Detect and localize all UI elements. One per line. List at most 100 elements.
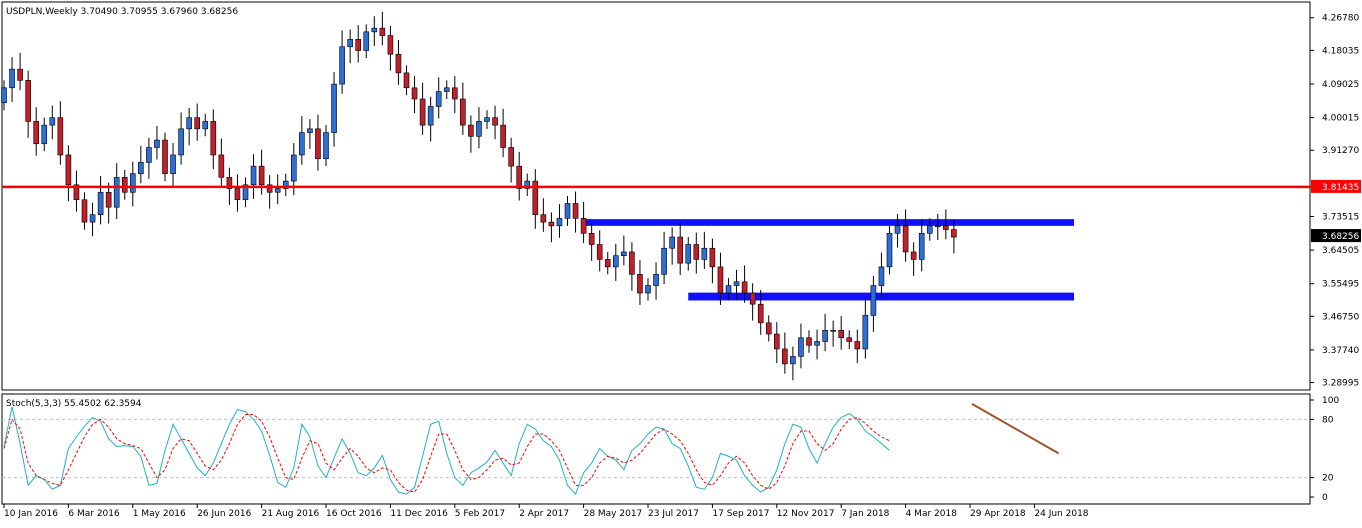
resistance-price-tag	[1311, 179, 1361, 193]
stoch-signal-line	[3, 414, 890, 493]
candle-bull	[443, 87, 450, 92]
candle-bear	[451, 87, 458, 100]
candle-bull	[307, 128, 313, 133]
stoch-pane[interactable]	[2, 403, 1310, 496]
candle-bull	[138, 162, 144, 174]
price-axis-label: 3.46750	[1322, 312, 1359, 322]
candle-bull	[564, 203, 571, 219]
stoch-axis-label: 20	[1322, 474, 1334, 484]
price-axis-label: 4.18035	[1322, 46, 1359, 56]
candle-bull	[870, 285, 877, 316]
time-axis-label: 23 Jul 2017	[648, 509, 699, 519]
candle-bull	[347, 39, 353, 48]
candle-bull	[146, 147, 152, 163]
stoch-main-line	[3, 406, 890, 496]
support-resistance-zone-1	[583, 219, 1074, 226]
price-axis-label: 3.73515	[1322, 212, 1359, 222]
candle-bear	[572, 203, 579, 219]
candle-bear	[57, 117, 64, 156]
candle-bull	[1, 87, 7, 104]
candle-bull	[170, 154, 176, 174]
candle-bear	[943, 225, 949, 230]
candle-bull	[524, 180, 531, 189]
candle-bear	[25, 80, 31, 122]
candle-bear	[637, 274, 643, 294]
time-axis-label: 24 Jun 2018	[1034, 509, 1088, 519]
candle-bear	[838, 330, 845, 339]
time-axis-label: 2 Apr 2017	[519, 509, 569, 519]
candle-bear	[548, 221, 555, 227]
candle-bull	[918, 233, 925, 260]
candle-bear	[419, 98, 426, 126]
stoch-axis-label: 80	[1322, 415, 1334, 425]
candle-bear	[516, 165, 523, 189]
candle-bear	[194, 117, 200, 130]
candle-bear	[902, 225, 909, 253]
candle-bull	[685, 244, 692, 264]
time-axis-label: 11 Dec 2016	[390, 509, 448, 519]
candle-bear	[315, 128, 321, 159]
candle-bear	[121, 177, 128, 193]
stoch-axis-label: 100	[1322, 396, 1339, 406]
time-axis-label: 4 Mar 2018	[906, 509, 958, 519]
candle-bear	[210, 121, 217, 156]
stoch-axis-label: 0	[1322, 493, 1328, 503]
candle-bull	[862, 315, 869, 350]
candle-bull	[97, 191, 104, 215]
candle-bull	[130, 173, 136, 193]
candle-bear	[709, 247, 716, 268]
time-axis-label: 16 Oct 2016	[326, 509, 382, 519]
candle-bull	[653, 274, 659, 286]
price-axis-label: 3.28995	[1322, 379, 1359, 389]
time-axis-label: 21 Aug 2016	[262, 509, 320, 519]
candle-bull	[154, 139, 160, 148]
candle-bull	[886, 233, 893, 268]
candle-bear	[492, 117, 498, 126]
candle-bull	[363, 31, 370, 51]
candle-bull	[282, 180, 289, 189]
candle-bear	[500, 124, 506, 148]
candle-bull	[926, 225, 933, 234]
candle-bull	[427, 106, 434, 126]
time-axis-label: 17 Sep 2017	[712, 509, 769, 519]
axes: 4.26780 4.18035 4.09025 4.00015 3.91270 3.735…	[3, 14, 1361, 519]
candle-bull	[299, 132, 305, 156]
price-pane[interactable]	[1, 11, 1311, 381]
resistance-price-label: 3.81435	[1322, 183, 1359, 193]
candle-bull	[41, 124, 48, 145]
price-axis-label: 4.26780	[1322, 14, 1359, 24]
candle-bear	[468, 124, 474, 137]
candle-bear	[33, 121, 40, 145]
time-axis-label: 29 Apr 2018	[970, 509, 1026, 519]
candle-bear	[73, 184, 80, 201]
candle-bear	[782, 348, 788, 365]
candle-bull	[476, 121, 482, 137]
candle-bear	[355, 39, 362, 51]
candle-bull	[290, 154, 297, 182]
candle-bear	[765, 322, 772, 335]
candle-bull	[9, 68, 15, 89]
candle-bull	[934, 225, 941, 228]
candle-bull	[661, 247, 667, 275]
candle-bull	[186, 117, 192, 130]
candle-bear	[403, 72, 410, 89]
candle-bear	[596, 244, 603, 260]
candle-bear	[951, 229, 957, 238]
stoch-pane-frame	[1, 393, 1311, 505]
candle-bull	[274, 188, 281, 193]
candle-bull	[556, 218, 563, 227]
price-axis-label: 3.64505	[1322, 246, 1359, 256]
time-axis-label: 28 May 2017	[584, 509, 643, 519]
candle-bull	[331, 83, 337, 133]
current-price-tag	[1311, 229, 1361, 243]
candle-bear	[395, 53, 402, 74]
candle-bull	[250, 165, 257, 186]
candle-bear	[266, 184, 273, 193]
candle-bear	[460, 98, 466, 126]
candle-bull	[339, 46, 345, 85]
candle-bull	[49, 117, 56, 126]
price-axis-label: 3.37740	[1322, 346, 1359, 356]
candle-bear	[218, 154, 225, 178]
price-axis-label: 3.91270	[1322, 146, 1359, 156]
